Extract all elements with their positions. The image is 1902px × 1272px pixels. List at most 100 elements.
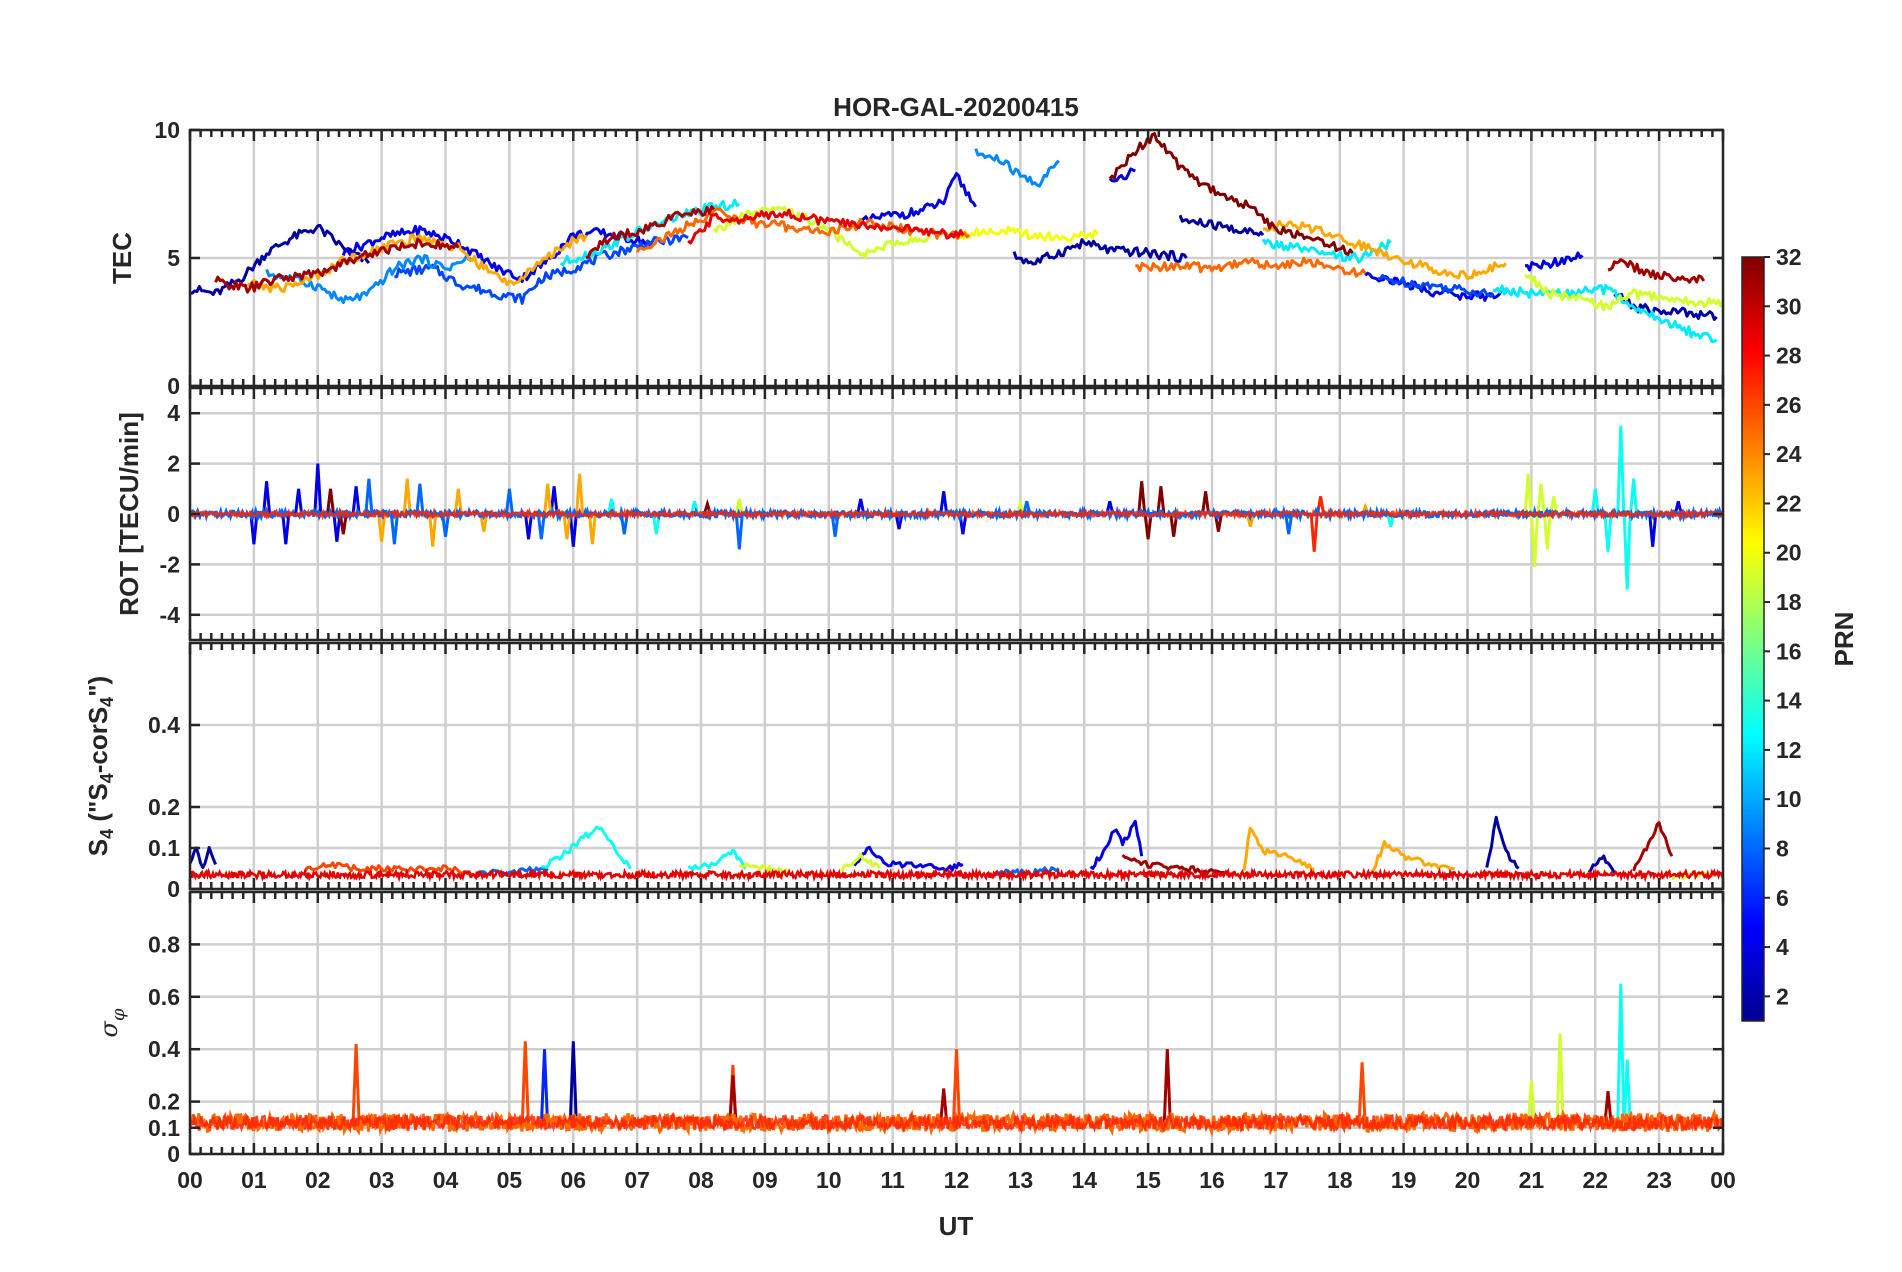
spike-prn-8	[619, 513, 629, 535]
x-tick-label: 07	[624, 1167, 650, 1193]
panel-s4-grid	[188, 643, 1725, 891]
series-prn-26	[303, 861, 472, 876]
y-tick-label: 0.2	[148, 1089, 180, 1115]
series-prn-19	[1523, 273, 1723, 312]
spike-prn-4	[281, 513, 291, 545]
x-tick-label: 01	[241, 1167, 267, 1193]
spike-prn-23	[1245, 513, 1255, 527]
spike-prn-8	[536, 513, 546, 540]
spike-prn-4	[549, 486, 559, 515]
x-tick-label: 23	[1646, 1167, 1672, 1193]
spike-prn-13	[651, 513, 661, 535]
y-axis-label-part: 4	[97, 697, 117, 707]
colorbar-tick-label: 24	[1776, 441, 1802, 467]
x-tick-label: 17	[1263, 1167, 1289, 1193]
series-prn-19	[738, 862, 792, 877]
spike-prn-8	[389, 513, 399, 545]
series-prn-4	[1089, 819, 1144, 870]
spike-prn-19	[734, 498, 744, 515]
x-tick-label: 08	[688, 1167, 714, 1193]
series-prn-13	[687, 848, 747, 872]
colorbar-tick-label: 28	[1776, 343, 1802, 369]
spike-prn-4	[939, 491, 949, 515]
spike-prn-26	[952, 1049, 961, 1123]
colorbar-tick-label: 30	[1776, 293, 1802, 319]
spike-prn-8	[504, 488, 514, 515]
x-tick-label: 13	[1008, 1167, 1034, 1193]
colorbar-tick-label: 4	[1776, 934, 1789, 960]
panel-s4-data	[190, 815, 1723, 883]
spike-prn-4	[568, 513, 578, 547]
spike-prn-19	[1523, 473, 1533, 515]
spike-prn-32	[1137, 481, 1147, 515]
y-tick-label: 5	[167, 245, 180, 271]
y-tick-label: 0.1	[148, 1115, 180, 1141]
panel-tec: 0 5 10 TEC	[107, 117, 1725, 399]
spike-prn-23	[453, 488, 463, 515]
spike-prn-32	[1201, 491, 1211, 515]
panel-sigma-data	[190, 983, 1723, 1138]
spike-prn-31	[1603, 1090, 1613, 1123]
series-prn-29	[687, 208, 965, 245]
colorbar-tick-label: 2	[1776, 983, 1789, 1009]
y-axis-label: S4 ("S4-corS4")	[83, 676, 117, 856]
spike-prn-8	[830, 513, 840, 537]
spike-prn-8	[415, 483, 425, 515]
series-prn-31	[1121, 853, 1225, 876]
colorbar-tick-label: 6	[1776, 885, 1789, 911]
x-tick-label: 03	[369, 1167, 395, 1193]
spike-prn-13	[1629, 478, 1639, 515]
chart-title: HOR-GAL-20200415	[833, 92, 1079, 122]
y-tick-label: 0	[167, 501, 180, 527]
y-tick-label: 0.4	[148, 1036, 180, 1062]
series-prn-9	[265, 254, 472, 305]
colorbar-tick-label: 16	[1776, 638, 1802, 664]
series-prn-4	[1108, 167, 1136, 183]
spike-prn-19	[1526, 1080, 1536, 1123]
panel-sigma-yticks: 00.10.2 0.4 0.6 0.8	[148, 931, 1723, 1167]
y-tick-label: 4	[167, 400, 180, 426]
spike-prn-13	[1622, 1059, 1632, 1123]
spike-prn-4	[856, 498, 866, 515]
panel-rot-data	[190, 425, 1723, 590]
spike-prn-31	[1162, 1049, 1172, 1123]
spike-prn-19	[1555, 1033, 1565, 1123]
series-prn-32	[1108, 132, 1354, 256]
series-prn-23	[1370, 840, 1455, 873]
series-prn-20	[956, 225, 1099, 243]
series-prn-19	[840, 852, 882, 873]
series-prn-31	[214, 237, 460, 294]
spike-prn-23	[428, 513, 438, 547]
y-tick-label: -4	[160, 602, 181, 628]
colorbar-tick-label: 14	[1776, 688, 1802, 714]
spike-prn-13	[1616, 983, 1626, 1123]
spike-prn-4	[1673, 501, 1683, 515]
x-tick-label: 12	[944, 1167, 970, 1193]
spike-prn-4	[1105, 501, 1115, 515]
spike-prn-6	[540, 1049, 549, 1123]
spike-prn-23	[587, 513, 597, 545]
spike-prn-8	[734, 513, 744, 550]
y-axis-label: σφ	[95, 1008, 129, 1037]
series-prn-7	[1377, 273, 1495, 298]
x-tick-label: 16	[1199, 1167, 1225, 1193]
spike-prn-23	[377, 513, 387, 542]
panel-tec-xticks	[188, 130, 1725, 386]
spike-prn-13	[1386, 513, 1396, 527]
colorbar-tick-label: 22	[1776, 490, 1802, 516]
series-prn-2	[190, 846, 217, 870]
y-tick-label: 0	[167, 876, 180, 902]
series-prn-23	[246, 233, 588, 294]
series-prn-4	[852, 172, 977, 231]
series-prn-9	[974, 148, 1060, 188]
series-prn-4	[853, 845, 964, 873]
spike-prn-23	[562, 513, 572, 540]
panel-rot-yticks: -4 -2 0 2 4	[160, 400, 1723, 628]
y-tick-label: 0.6	[148, 984, 180, 1010]
colorbar-gradient	[1741, 256, 1765, 1022]
y-axis-label: ROT [TECU/min]	[114, 412, 144, 616]
spike-prn-4	[249, 513, 259, 545]
